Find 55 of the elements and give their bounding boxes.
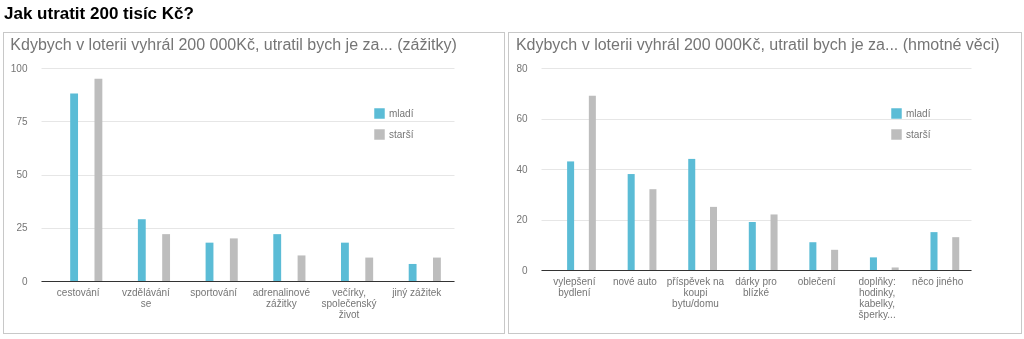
y-tick-label: 60: [516, 113, 528, 124]
bar: [891, 267, 899, 270]
bar: [341, 242, 349, 281]
y-tick-label: 40: [516, 163, 528, 175]
x-tick-label: vylepšení bydlení: [553, 275, 596, 298]
bar: [748, 222, 756, 270]
bar: [408, 263, 417, 281]
x-tick-label: příspěvek na koupi bytu/domu: [666, 275, 725, 309]
y-tick-label: 80: [516, 62, 528, 74]
bar: [567, 161, 575, 270]
bar: [930, 232, 938, 270]
x-tick-label: cestování: [56, 286, 100, 298]
bar: [137, 219, 146, 281]
bar: [433, 257, 441, 281]
chart-title: Kdybych v loterii vyhrál 200 000Kč, utratil bych je za... (hmotné věci): [515, 36, 1000, 53]
bar: [297, 255, 306, 281]
x-tick-label: jiný zážitek: [391, 286, 443, 298]
y-tick-label: 75: [16, 115, 28, 127]
bar: [869, 257, 877, 270]
x-tick-label: adrenalinové zážitky: [252, 286, 311, 309]
bar: [649, 189, 657, 270]
chart-title: Kdybych v loterii vyhrál 200 000Kč, utratil bych je za... (zážitky): [10, 36, 457, 53]
y-tick-label: 20: [516, 214, 528, 225]
bar: [162, 234, 171, 281]
legend-label: mladí: [906, 107, 931, 119]
bar: [688, 158, 696, 270]
bar: [273, 234, 282, 281]
bar: [365, 257, 374, 281]
text: Jak utratit 200 tisíc Kč?: [4, 4, 194, 24]
x-tick-label: sportování: [190, 286, 238, 298]
x-tick-label: něco jiného: [912, 275, 964, 287]
bar: [94, 78, 103, 281]
x-tick-label: nové auto: [612, 275, 658, 287]
bar: [831, 249, 839, 270]
bar: [952, 237, 960, 270]
bar: [809, 242, 817, 270]
x-tick-label: doplňky: hodinky, kabelky, šperky...: [858, 275, 896, 320]
legend-label: starší: [389, 128, 414, 140]
bar: [770, 214, 778, 270]
x-tick-label: oblečení: [797, 275, 836, 287]
bar: [70, 93, 79, 281]
y-tick-label: 25: [16, 222, 28, 234]
y-tick-label: 100: [10, 62, 28, 74]
x-tick-label: dárky pro blízké: [735, 275, 778, 298]
bar: [229, 238, 238, 281]
y-tick-label: 0: [521, 264, 528, 276]
bar: [709, 206, 717, 270]
y-tick-label: 50: [16, 169, 28, 180]
x-tick-label: večírky, společenský život: [321, 286, 377, 320]
x-tick-label: vzdělávání se: [122, 286, 171, 309]
bar: [627, 174, 635, 270]
bar: [588, 95, 596, 270]
legend-label: starší: [906, 128, 931, 140]
y-tick-label: 0: [21, 275, 28, 287]
legend-label: mladí: [389, 107, 414, 119]
